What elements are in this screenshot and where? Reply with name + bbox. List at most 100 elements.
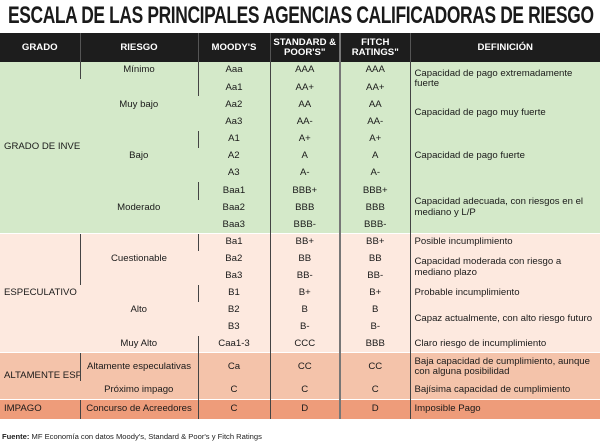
moodys-rating: Baa2 — [222, 201, 245, 213]
definition: Posible incumplimiento — [409, 233, 600, 251]
table-row: IMPAGO Concurso de Acreedores C D D Imposible… — [0, 399, 600, 419]
sp-rating: C — [269, 380, 340, 400]
ratings-table: GRADO RIESGO MOODY'S STANDARD & POOR'S" … — [0, 33, 600, 419]
source-note: Fuente: MF Economía con datos Moody's, S… — [2, 432, 262, 441]
header-moodys: MOODY'S — [197, 33, 270, 62]
fitch-rating: AAA — [339, 62, 410, 80]
fitch-rating: B- — [339, 318, 410, 336]
moodys-rating: B2 — [227, 304, 240, 316]
risk-label: Cuestionable — [79, 233, 198, 285]
header-definicion: DEFINICIÓN — [409, 33, 600, 62]
definition: Probable incumplimiento — [409, 284, 600, 302]
definition: Capacidad adecuada, con riesgos en el me… — [409, 182, 600, 234]
fitch-rating: BBB+ — [339, 182, 410, 200]
sp-rating: BB+ — [269, 233, 340, 251]
fitch-rating: BBB- — [339, 216, 410, 234]
moodys-rating: Aa1 — [197, 79, 270, 97]
sp-rating: CCC — [269, 335, 340, 353]
definition: Imposible Pago — [409, 399, 600, 419]
header-sp: STANDARD & POOR'S" — [269, 33, 340, 62]
table-row: Bajo A1 A+ A+ Capacidad de pago fuerte — [0, 130, 600, 183]
table-header: GRADO RIESGO MOODY'S STANDARD & POOR'S" … — [0, 33, 600, 62]
definition: Capacidad moderada con riesgo a mediano … — [409, 250, 600, 285]
sp-rating: B — [269, 301, 340, 319]
risk-label: Concurso de Acreedores — [79, 399, 198, 419]
risk-label: Mínimo — [79, 62, 198, 80]
fitch-rating: BBB — [339, 199, 410, 217]
moodys-rating: Ba1 — [197, 233, 270, 251]
risk-label: Altamente especulativas — [79, 352, 198, 381]
definition: Bajísima capacidad de cumplimiento — [409, 380, 600, 400]
moodys-rating: Baa1 — [197, 182, 270, 200]
risk-label: Próximo impago — [104, 383, 174, 395]
moodys-rating: Ba2 — [225, 253, 243, 265]
sp-rating: AA — [269, 96, 340, 114]
moodys-rating: Ba3 — [225, 270, 243, 282]
fitch-rating: AA — [339, 96, 410, 114]
fitch-rating: A- — [339, 165, 410, 183]
sp-rating: AAA — [269, 62, 340, 80]
sp-rating: A+ — [269, 130, 340, 148]
grade-label: ALTAMENTE ESPECULATIVO — [0, 352, 80, 400]
sp-rating: BBB — [269, 199, 340, 217]
table-row: ESPECULATIVO Cuestionable Ba1 BB+ BB+ Posible… — [0, 233, 600, 353]
moodys-rating: C — [197, 399, 270, 419]
definition: Capacidad de pago muy fuerte — [409, 96, 600, 131]
table-row: Próximo impago C C C Bajísima capacidad de c… — [0, 380, 600, 400]
grade-label: IMPAGO — [0, 399, 80, 419]
moodys-rating: A3 — [227, 167, 240, 179]
sp-rating: A — [269, 147, 340, 166]
sp-rating: BB- — [269, 267, 340, 285]
moodys-rating: B3 — [227, 321, 240, 333]
sp-rating: AA- — [269, 113, 340, 131]
moodys-rating: Baa3 — [222, 218, 245, 230]
fitch-rating: A+ — [339, 130, 410, 148]
fitch-rating: B — [339, 301, 410, 319]
sp-rating: D — [269, 399, 340, 419]
sp-rating: B- — [269, 318, 340, 336]
moodys-rating: Ca — [197, 352, 270, 381]
header-grado: GRADO — [0, 33, 80, 62]
fitch-rating: BB+ — [339, 233, 410, 251]
fitch-rating: CC — [339, 352, 410, 381]
moodys-rating: A1 — [197, 130, 270, 148]
grade-label: GRADO DE INVERSIÓN — [4, 141, 80, 153]
page-title: ESCALA DE LAS PRINCIPALES AGENCIAS CALIF… — [8, 2, 594, 29]
sp-rating: A- — [269, 165, 340, 183]
definition: Claro riesgo de incumplimiento — [409, 335, 600, 353]
title-bar: ESCALA DE LAS PRINCIPALES AGENCIAS CALIF… — [0, 2, 600, 30]
fitch-rating: AA- — [339, 113, 410, 131]
moodys-rating: A2 — [227, 150, 240, 162]
grade-label: ESPECULATIVO — [0, 233, 80, 353]
sp-rating: AA+ — [269, 79, 340, 97]
source-text: MF Economía con datos Moody's, Standard … — [29, 432, 262, 441]
table-row: Muy Alto Caa1-3 CCC BBB Claro riesgo de incu… — [0, 335, 600, 353]
definition: Capaz actualmente, con alto riesgo futur… — [409, 301, 600, 336]
moodys-rating: B1 — [197, 284, 270, 302]
fitch-rating: BB — [339, 250, 410, 268]
definition: Capacidad de pago extremadamente fuerte — [409, 62, 600, 97]
moodys-rating: Aa3 — [225, 115, 243, 127]
table-row: Moderado Baa1 BBB+ BBB+ Capacidad adecuada, … — [0, 182, 600, 234]
table-row: Alto B1 B+ B+ Probable incumplimiento — [0, 284, 600, 315]
sp-rating: BB — [269, 250, 340, 268]
table-row: ALTAMENTE ESPECULATIVOAltamente especula… — [0, 352, 600, 400]
fitch-rating: D — [339, 399, 410, 419]
sp-rating: B+ — [269, 284, 340, 302]
source-label: Fuente: — [2, 432, 30, 441]
fitch-rating: B+ — [339, 284, 410, 302]
moodys-rating: Aaa — [197, 62, 270, 80]
moodys-rating: Aa2 — [225, 98, 243, 110]
header-riesgo: RIESGO — [79, 33, 198, 62]
table-row: GRADO DE INVERSIÓNMínimoAaaAAAAAACapacid… — [0, 62, 600, 152]
fitch-rating: C — [339, 380, 410, 400]
moodys-rating: C — [197, 380, 270, 400]
risk-label: Moderado — [117, 201, 161, 213]
sp-rating: BBB+ — [269, 182, 340, 200]
fitch-rating: BBB — [339, 335, 410, 353]
fitch-rating: A — [339, 147, 410, 166]
risk-label: Alto — [130, 304, 148, 316]
risk-label: Muy Alto — [120, 337, 158, 349]
fitch-rating: BB- — [339, 267, 410, 285]
definition: Baja capacidad de cumplimiento, aunque c… — [409, 352, 600, 381]
